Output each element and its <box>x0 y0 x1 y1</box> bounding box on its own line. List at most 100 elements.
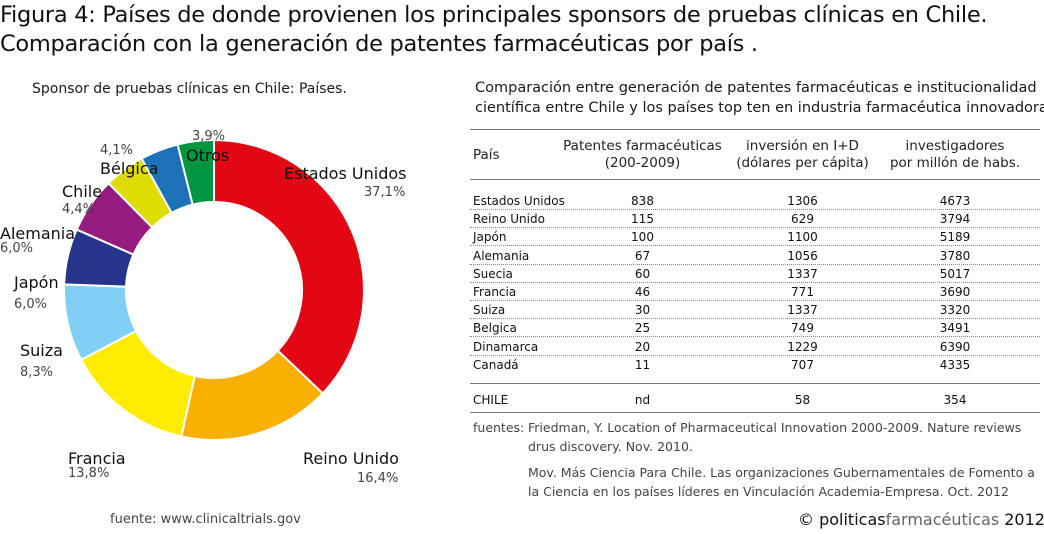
table-top-rule <box>470 129 1040 130</box>
donut-label-estados-unidos: Estados Unidos <box>284 164 407 183</box>
table-cell-patentes: 100 <box>631 230 654 245</box>
column-header-investigadores-line1: investigadores <box>905 138 1005 154</box>
table-cell-inversion: 771 <box>791 285 814 299</box>
table-cell-inversion: 629 <box>791 212 814 227</box>
table-cell-patentes: 11 <box>634 357 651 372</box>
donut-chart <box>63 138 365 441</box>
table-cell-investigadores: 3794 <box>939 212 971 227</box>
table-cell-patentes: 838 <box>631 194 654 208</box>
table-cell-inversion: 1337 <box>787 266 818 281</box>
table-cell-patentes: 115 <box>631 212 654 227</box>
table-cell-inversion: 1056 <box>787 248 818 263</box>
column-header-investigadores-line2: por millón de habs. <box>889 155 1021 171</box>
source-2-line1: Mov. Más Ciencia Para Chile. Las organiz… <box>528 465 1035 480</box>
table-cell-investigadores: 5017 <box>939 266 971 281</box>
donut-value-japón: 6,0% <box>14 297 48 312</box>
table-row-divider <box>470 281 1040 283</box>
source-1: Friedman, Y. Location of Pharmaceutical … <box>528 418 1021 456</box>
donut-value-estados-unidos: 37,1% <box>364 185 406 200</box>
table-cell-investigadores: 4335 <box>939 357 971 372</box>
copyright-year: 2012 <box>1004 510 1044 529</box>
chile-row-investigadores: 354 <box>943 393 967 407</box>
figure-title-line1: Figura 4: Países de donde provienen los … <box>0 2 988 28</box>
source-1-line1: Friedman, Y. Location of Pharmaceutical … <box>528 420 1022 435</box>
column-header-inversion-line1: inversión en I+D <box>746 138 859 154</box>
donut-value-alemania: 6,0% <box>0 241 34 256</box>
table-cell-country: Reino Unido <box>473 212 545 227</box>
donut-label-otros: Otros <box>186 146 230 165</box>
copyright: © politicasfarmacéuticas 2012 <box>798 510 1044 529</box>
table-cell-country: Canadá <box>473 357 519 372</box>
donut-label-suiza: Suiza <box>20 341 63 360</box>
table-cell-investigadores: 6390 <box>939 339 971 354</box>
table-cell-country: Estados Unidos <box>473 194 565 208</box>
chile-row-country: CHILE <box>473 393 509 407</box>
table-cell-country: Francia <box>473 285 517 299</box>
table-bottom-rule <box>470 412 1040 413</box>
donut-label-japón: Japón <box>14 273 59 292</box>
table-row-divider <box>470 263 1040 265</box>
source-2: Mov. Más Ciencia Para Chile. Las organiz… <box>528 463 1035 501</box>
table-cell-country: Japón <box>473 230 507 245</box>
pie-source: fuente: www.clinicaltrials.gov <box>110 512 301 527</box>
source-1-line2: drus discovery. Nov. 2010. <box>528 439 693 454</box>
chile-row-inversion: 58 <box>794 393 811 407</box>
table-row-divider <box>470 336 1040 338</box>
table-cell-inversion: 749 <box>791 321 814 336</box>
table-cell-country: Alemania <box>473 248 530 263</box>
table-header-rule <box>470 179 1040 180</box>
table-row-divider <box>470 354 1040 356</box>
table-cell-country: Suecia <box>473 266 513 281</box>
table-row-divider <box>470 209 1040 210</box>
table-chile-rule <box>470 383 1040 384</box>
donut-label-alemania: Alemania <box>0 224 76 243</box>
table-cell-patentes: 46 <box>634 285 651 299</box>
source-2-line2: la Ciencia en los países líderes en Vinc… <box>528 484 1009 499</box>
donut-value-suiza: 8,3% <box>20 365 54 380</box>
donut-label-reino-unido: Reino Unido <box>303 449 399 468</box>
figure-title-line2: Comparación con la generación de patente… <box>0 31 758 57</box>
table-row-divider <box>470 245 1040 247</box>
table-title-line1: Comparación entre generación de patentes… <box>475 80 1037 96</box>
table-cell-patentes: 67 <box>634 248 651 263</box>
table-cell-inversion: 707 <box>791 357 814 372</box>
table-cell-inversion: 1337 <box>787 303 818 318</box>
donut-value-reino-unido: 16,4% <box>357 471 399 486</box>
table-cell-country: Belgica <box>473 321 517 336</box>
table-cell-investigadores: 3780 <box>939 248 971 263</box>
table-cell-inversion: 1306 <box>787 194 818 208</box>
table-cell-investigadores: 3491 <box>939 321 971 336</box>
sources-label: fuentes: <box>473 420 525 435</box>
copyright-part2: farmacéuticas <box>885 510 1000 529</box>
pie-chart-title: Sponsor de pruebas clínicas en Chile: Pa… <box>32 81 347 97</box>
column-header-patentes-line2: (200-2009) <box>604 155 681 171</box>
column-header-patentes-line1: Patentes farmacéuticas <box>563 138 722 154</box>
column-header-inversion-line2: (dólares per cápita) <box>736 155 869 171</box>
donut-label-francia: Francia <box>68 449 126 468</box>
donut-value-otros: 3,9% <box>192 129 226 144</box>
table-row-divider <box>470 227 1040 229</box>
figure-label: Figura 4: <box>0 2 96 28</box>
table-row-divider <box>470 318 1040 320</box>
copyright-part1: politicas <box>819 510 886 529</box>
table-cell-investigadores: 3320 <box>939 303 971 318</box>
table-row-divider <box>470 300 1040 301</box>
table-cell-investigadores: 3690 <box>939 285 971 299</box>
table-cell-country: Dinamarca <box>473 339 539 354</box>
donut-label-chile: Chile <box>62 182 103 201</box>
table-cell-patentes: 30 <box>634 303 651 318</box>
donut-value-bélgica: 4,1% <box>100 143 134 158</box>
donut-label-bélgica: Bélgica <box>100 159 159 178</box>
donut-value-francia: 13,8% <box>68 466 110 481</box>
table-cell-patentes: 20 <box>634 339 651 354</box>
table-cell-patentes: 60 <box>634 266 651 281</box>
column-header-pais: País <box>473 147 500 163</box>
donut-slice-estados-unidos <box>213 138 365 395</box>
column-header-patentes: Patentes farmacéuticas (200-2009) <box>560 138 725 172</box>
table-cell-patentes: 25 <box>634 321 651 336</box>
column-header-investigadores: investigadores por millón de habs. <box>885 138 1025 172</box>
table-cell-inversion: 1229 <box>787 339 818 354</box>
table-cell-investigadores: 4673 <box>939 194 971 208</box>
donut-value-chile: 4,4% <box>62 202 96 217</box>
donut-slice-otros <box>176 138 215 206</box>
